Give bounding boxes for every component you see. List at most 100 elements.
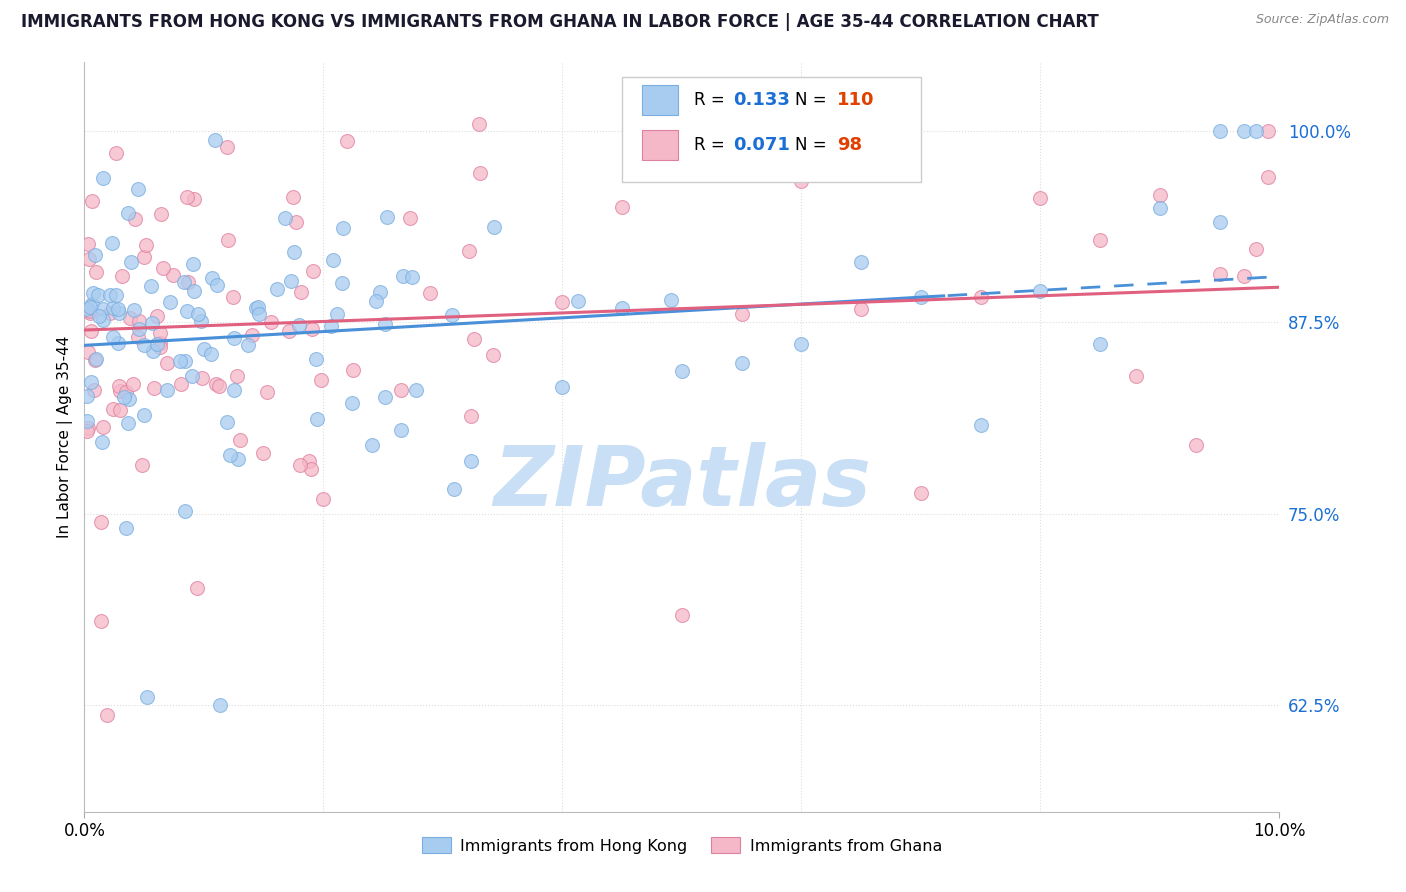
Point	[910, 290, 932, 304]
Point	[107, 301, 129, 316]
Point	[176, 304, 198, 318]
Point	[162, 268, 184, 283]
Point	[101, 235, 124, 250]
Point	[1233, 268, 1256, 283]
Point	[482, 219, 505, 234]
Point	[374, 390, 396, 404]
Point	[127, 329, 149, 343]
Point	[309, 373, 332, 387]
Point	[87, 309, 110, 323]
Point	[612, 201, 634, 215]
Text: 0.133: 0.133	[734, 91, 790, 109]
Point	[111, 269, 134, 284]
Point	[84, 351, 107, 366]
Point	[205, 377, 228, 392]
Point	[173, 504, 195, 518]
Point	[101, 301, 124, 315]
Point	[298, 454, 321, 468]
Point	[122, 302, 145, 317]
Point	[266, 282, 288, 296]
Point	[361, 438, 384, 452]
Point	[441, 308, 464, 322]
Point	[205, 277, 228, 292]
Point	[851, 302, 873, 317]
Point	[148, 336, 170, 351]
Text: R =: R =	[695, 136, 730, 153]
Point	[173, 353, 195, 368]
Point	[193, 342, 215, 356]
Point	[146, 336, 169, 351]
Point	[305, 412, 328, 426]
Point	[152, 261, 174, 276]
Point	[76, 414, 98, 428]
Point	[186, 581, 208, 595]
Point	[731, 307, 754, 321]
Point	[128, 314, 150, 328]
Point	[131, 458, 153, 472]
Point	[336, 134, 359, 148]
Point	[208, 379, 231, 393]
Point	[463, 332, 485, 346]
Point	[460, 409, 482, 423]
Point	[482, 348, 505, 362]
Point	[247, 307, 270, 321]
FancyBboxPatch shape	[623, 78, 921, 182]
Point	[146, 309, 169, 323]
Point	[120, 254, 142, 268]
Point	[226, 452, 249, 467]
Point	[302, 264, 325, 278]
Point	[90, 515, 112, 529]
Point	[108, 306, 131, 320]
Point	[104, 288, 127, 302]
Point	[551, 380, 574, 394]
Point	[105, 146, 128, 161]
Point	[1090, 337, 1112, 351]
Point	[283, 244, 305, 259]
Point	[90, 614, 112, 628]
Point	[217, 233, 239, 247]
Point	[288, 318, 311, 333]
Bar	[643, 85, 678, 115]
Point	[91, 170, 114, 185]
Point	[1029, 284, 1052, 298]
Point	[1244, 242, 1267, 256]
Point	[79, 306, 101, 320]
Y-axis label: In Labor Force | Age 35-44: In Labor Force | Age 35-44	[58, 336, 73, 538]
Point	[1233, 124, 1256, 138]
Point	[325, 307, 347, 321]
Point	[132, 250, 155, 264]
Point	[366, 293, 388, 308]
Point	[136, 690, 159, 704]
Point	[224, 383, 246, 397]
Point	[76, 236, 98, 251]
Point	[419, 286, 441, 301]
Point	[190, 314, 212, 328]
Point	[177, 276, 200, 290]
Point	[183, 284, 205, 298]
Point	[82, 285, 104, 300]
Point	[101, 401, 124, 416]
Point	[201, 270, 224, 285]
Point	[112, 391, 135, 405]
Point	[460, 454, 482, 468]
Point	[1090, 233, 1112, 247]
Point	[1185, 438, 1208, 452]
Point	[84, 247, 107, 261]
Text: IMMIGRANTS FROM HONG KONG VS IMMIGRANTS FROM GHANA IN LABOR FORCE | AGE 35-44 CO: IMMIGRANTS FROM HONG KONG VS IMMIGRANTS …	[21, 13, 1099, 31]
Point	[110, 384, 132, 398]
Point	[252, 446, 274, 460]
Point	[551, 295, 574, 310]
Point	[132, 338, 155, 352]
Point	[76, 301, 98, 316]
Point	[108, 379, 131, 393]
Point	[91, 301, 114, 316]
Point	[278, 324, 301, 338]
Point	[1257, 170, 1279, 185]
Point	[236, 338, 259, 352]
Point	[181, 368, 204, 383]
Point	[1029, 192, 1052, 206]
Point	[389, 384, 412, 398]
Point	[312, 491, 335, 506]
Point	[76, 389, 98, 403]
Point	[221, 290, 243, 304]
